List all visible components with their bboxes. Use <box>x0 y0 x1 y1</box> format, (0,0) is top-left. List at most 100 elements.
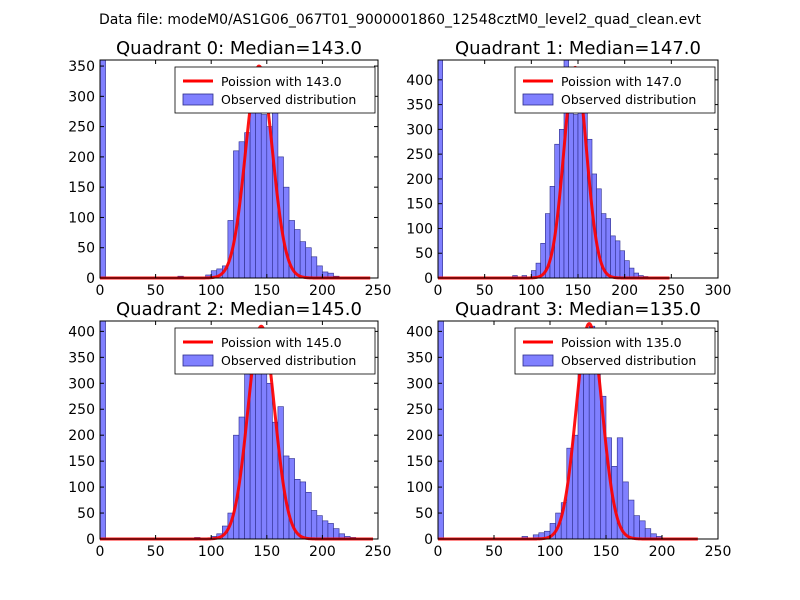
histogram-bar <box>644 528 652 539</box>
y-tick-label: 400 <box>68 324 95 340</box>
figure-suptitle: Data file: modeM0/AS1G06_067T01_90000018… <box>99 12 701 28</box>
histogram-bar <box>322 520 329 539</box>
y-tick-label: 350 <box>68 59 95 75</box>
legend-label-observed: Observed distribution <box>221 92 356 107</box>
histogram-bar <box>260 351 268 539</box>
y-tick-label: 250 <box>406 147 433 163</box>
y-tick-label: 0 <box>424 532 433 548</box>
histogram-bar <box>605 218 611 278</box>
x-tick-label: 300 <box>705 283 732 299</box>
y-tick-label: 150 <box>406 197 433 213</box>
x-tick-label: 0 <box>96 544 105 560</box>
legend-bar-swatch <box>522 93 554 106</box>
x-tick-label: 250 <box>705 544 732 560</box>
x-tick-label: 100 <box>537 544 564 560</box>
histogram-bar <box>619 250 625 278</box>
legend-label-poisson: Poission with 143.0 <box>221 74 342 89</box>
chart-title: Quadrant 3: Median=135.0 <box>455 299 701 320</box>
x-tick-label: 200 <box>309 544 336 560</box>
y-tick-label: 250 <box>68 402 95 418</box>
x-tick-label: 0 <box>434 544 443 560</box>
y-tick-label: 300 <box>406 376 433 392</box>
x-tick-label: 100 <box>198 283 225 299</box>
y-tick-label: 400 <box>406 73 433 89</box>
x-tick-label: 200 <box>649 544 676 560</box>
chart-title: Quadrant 0: Median=143.0 <box>116 38 362 59</box>
legend-label-poisson: Poission with 135.0 <box>561 335 682 350</box>
chart-panel-2: 0 50 100 150 200 250 0 50 100 150 200 250 300 350 400 Q… <box>68 299 391 560</box>
legend: Poission with 135.0 Observed distribution <box>514 327 716 375</box>
histogram-bar <box>310 256 318 278</box>
y-tick-label: 100 <box>406 480 433 496</box>
axes-frame <box>99 59 379 279</box>
x-tick-label: 100 <box>518 283 545 299</box>
x-tick-label: 0 <box>96 283 105 299</box>
legend-label-poisson: Poission with 147.0 <box>561 74 682 89</box>
legend-bar-swatch <box>182 93 214 106</box>
legend: Poission with 143.0 Observed distribution <box>174 66 376 114</box>
y-tick-label: 300 <box>68 89 95 105</box>
y-tick-label: 250 <box>68 120 95 136</box>
axes-frame <box>437 320 719 540</box>
x-tick-label: 250 <box>365 544 392 560</box>
x-tick-label: 150 <box>253 283 280 299</box>
histogram-bar <box>299 481 307 539</box>
x-tick-label: 50 <box>485 544 503 560</box>
histogram-bar <box>438 60 443 278</box>
histogram-bar <box>615 240 621 278</box>
y-tick-label: 350 <box>68 350 95 366</box>
x-tick-label: 200 <box>309 283 336 299</box>
x-tick-label: 0 <box>434 283 443 299</box>
y-tick-label: 350 <box>406 350 433 366</box>
y-tick-label: 50 <box>415 246 433 262</box>
axes-frame <box>99 320 379 540</box>
y-tick-label: 100 <box>406 221 433 237</box>
x-tick-label: 100 <box>198 544 225 560</box>
x-tick-label: 150 <box>593 544 620 560</box>
y-tick-label: 150 <box>68 180 95 196</box>
legend-label-observed: Observed distribution <box>221 353 356 368</box>
x-tick-label: 50 <box>147 544 165 560</box>
histogram-bar <box>294 229 301 278</box>
legend-label-observed: Observed distribution <box>561 92 696 107</box>
x-tick-label: 50 <box>147 283 165 299</box>
y-tick-label: 300 <box>68 376 95 392</box>
legend-frame <box>514 66 716 114</box>
chart-panel-3: 0 50 100 150 200 250 0 50 100 150 200 250 300 350 400 Q… <box>406 299 731 560</box>
histogram-bar <box>316 515 323 539</box>
histogram-bar <box>624 260 630 278</box>
histogram-bar <box>333 528 340 539</box>
histogram-bar <box>249 86 256 278</box>
y-tick-label: 150 <box>406 454 433 470</box>
x-tick-label: 150 <box>565 283 592 299</box>
histogram-bar <box>100 60 106 278</box>
legend: Poission with 145.0 Observed distribution <box>174 327 376 375</box>
y-tick-label: 200 <box>406 428 433 444</box>
y-tick-label: 100 <box>68 210 95 226</box>
x-tick-label: 250 <box>658 283 685 299</box>
histogram-bar <box>283 186 290 278</box>
y-tick-label: 200 <box>68 428 95 444</box>
y-tick-label: 0 <box>424 271 433 287</box>
histogram-bar <box>266 382 273 539</box>
y-tick-label: 400 <box>406 324 433 340</box>
y-tick-label: 100 <box>68 480 95 496</box>
histogram-bar <box>610 235 616 278</box>
histogram-bar <box>260 114 268 278</box>
y-tick-label: 50 <box>77 506 95 522</box>
y-tick-label: 200 <box>406 172 433 188</box>
histogram-bar <box>573 114 579 278</box>
y-tick-label: 0 <box>86 271 95 287</box>
chart-panel-1: 0 50 100 150 200 250 300 0 50 100 150 200 250 300 350 4… <box>406 38 731 299</box>
histogram-bar <box>568 89 574 278</box>
histogram-bar <box>628 499 635 539</box>
legend-label-observed: Observed distribution <box>561 353 696 368</box>
y-tick-label: 150 <box>68 454 95 470</box>
histogram-bar <box>310 510 318 539</box>
histogram-bar <box>438 321 444 539</box>
histogram-bar <box>639 520 646 539</box>
histogram-bar <box>633 515 640 539</box>
chart-title: Quadrant 2: Median=145.0 <box>116 299 362 320</box>
histogram-bar <box>305 247 312 278</box>
